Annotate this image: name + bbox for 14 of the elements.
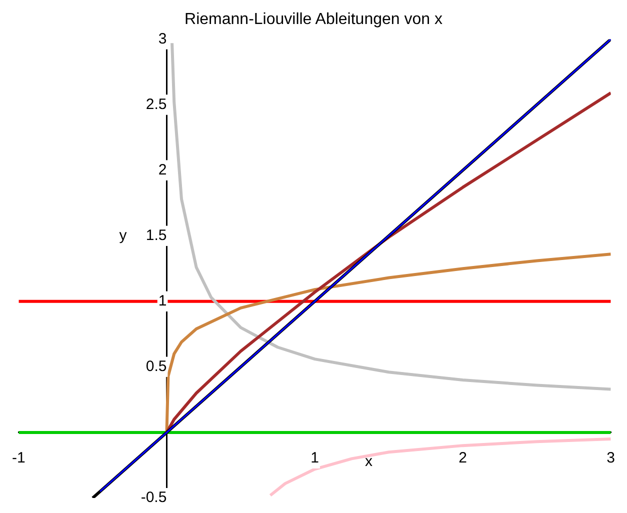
x-tick-label: 1 (310, 450, 319, 467)
x-tick-label: -1 (12, 450, 26, 467)
y-tick-label: 2.5 (146, 96, 167, 113)
x-tick-label: 2 (458, 450, 467, 467)
y-tick-label: -0.5 (140, 489, 167, 506)
y-tick-label: 0.5 (146, 358, 167, 376)
y-tick-label: 3 (158, 30, 167, 48)
y-tick-label: 1.5 (146, 226, 167, 244)
chart-title: Riemann-Liouville Ableitungen von x (184, 11, 442, 28)
y-tick-label: 2 (158, 161, 167, 178)
x-axis-title: x (365, 453, 374, 470)
y-axis-title: y (119, 226, 128, 244)
x-tick-label: 3 (606, 450, 615, 467)
y-tick-label: 1 (158, 292, 167, 310)
